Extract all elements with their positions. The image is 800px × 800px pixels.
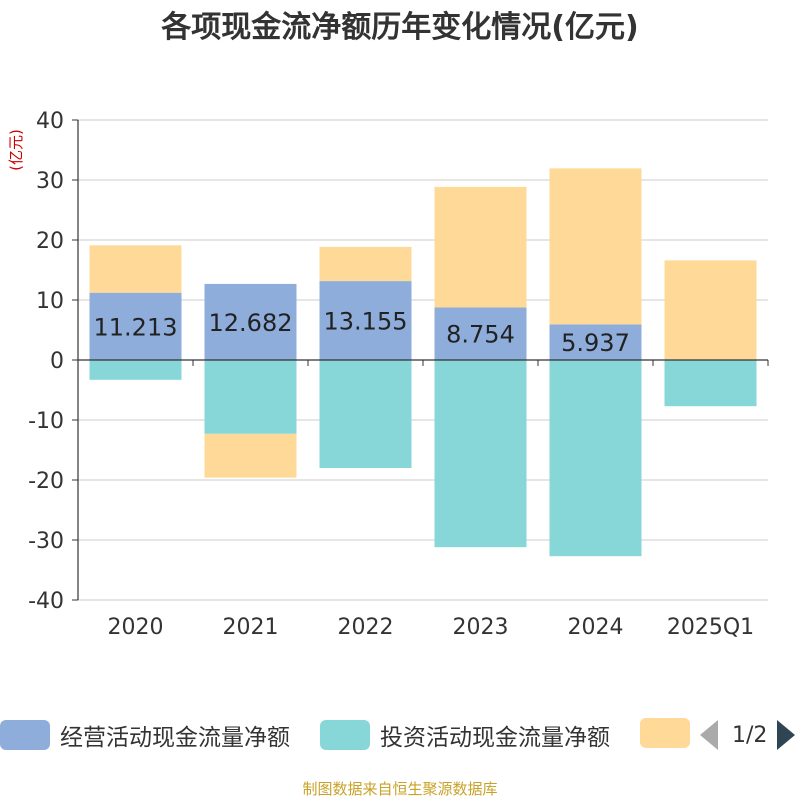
bar-investing-2023 <box>434 360 527 548</box>
legend-pager: 1/2 <box>700 720 796 750</box>
x-tick-label-2021: 2021 <box>223 615 279 640</box>
data-source-footer: 制图数据来自恒生聚源数据库 <box>302 780 498 798</box>
bar-financing-2025Q1 <box>664 260 757 360</box>
bar-financing-2022 <box>319 246 412 282</box>
data-label-operating-2021: 12.682 <box>209 309 293 337</box>
data-label-operating-2022: 13.155 <box>324 308 408 336</box>
data-label-operating-2020: 11.213 <box>94 313 178 341</box>
y-tick-label: 20 <box>36 229 64 254</box>
data-label-operating-2023: 8.754 <box>446 321 515 349</box>
bar-financing-2024 <box>549 168 642 325</box>
y-tick-label: 10 <box>36 289 64 314</box>
bar-operating-2021 <box>204 283 297 360</box>
legend-swatch-operating <box>0 720 50 750</box>
legend: 经营活动现金流量净额 投资活动现金流量净额 1/2 <box>0 712 800 756</box>
y-tick-label: -20 <box>28 469 64 494</box>
y-tick-label: 40 <box>36 109 64 134</box>
legend-page-indicator: 1/2 <box>732 722 768 748</box>
x-tick-label-2024: 2024 <box>568 615 624 640</box>
bar-investing-2021 <box>204 360 297 434</box>
bar-investing-2020 <box>89 360 182 380</box>
legend-item-operating[interactable]: 经营活动现金流量净额 <box>0 718 290 752</box>
data-label-operating-2024: 5.937 <box>561 329 630 357</box>
chart-title: 各项现金流净额历年变化情况(亿元) <box>161 10 639 45</box>
y-tick-label: 30 <box>36 169 64 194</box>
bar-financing-2023 <box>434 186 527 308</box>
legend-label-operating: 经营活动现金流量净额 <box>60 725 290 751</box>
bar-investing-2025Q1 <box>664 360 757 407</box>
bar-operating-2022 <box>319 281 412 360</box>
y-tick-label: -10 <box>28 409 64 434</box>
y-tick-label: -40 <box>28 589 64 614</box>
bar-operating-2020 <box>89 292 182 360</box>
x-tick-label-2023: 2023 <box>453 615 509 640</box>
bar-operating-2024 <box>549 324 642 360</box>
x-tick-label-2022: 2022 <box>338 615 394 640</box>
x-tick-label-2020: 2020 <box>108 615 164 640</box>
x-tick-label-2025Q1: 2025Q1 <box>667 615 754 640</box>
legend-swatch-investing <box>320 720 370 750</box>
bar-investing-2022 <box>319 360 412 468</box>
y-tick-label: 0 <box>50 349 64 374</box>
bar-operating-2023 <box>434 307 527 360</box>
bar-financing-2021 <box>204 433 297 478</box>
legend-label-investing: 投资活动现金流量净额 <box>380 725 610 751</box>
bar-financing-2020 <box>89 245 182 293</box>
bar-chart: 40 30 20 10 0 -10 -20 -30 -40 11.213 2020 12.682 202… <box>28 109 769 640</box>
legend-swatch-financing <box>640 718 690 748</box>
legend-item-financing[interactable] <box>640 718 700 748</box>
bar-investing-2024 <box>549 360 642 557</box>
y-tick-label: -30 <box>28 529 64 554</box>
legend-next-page-icon[interactable] <box>777 720 796 750</box>
legend-item-investing[interactable]: 投资活动现金流量净额 <box>320 718 610 752</box>
legend-prev-page-icon[interactable] <box>700 720 718 750</box>
